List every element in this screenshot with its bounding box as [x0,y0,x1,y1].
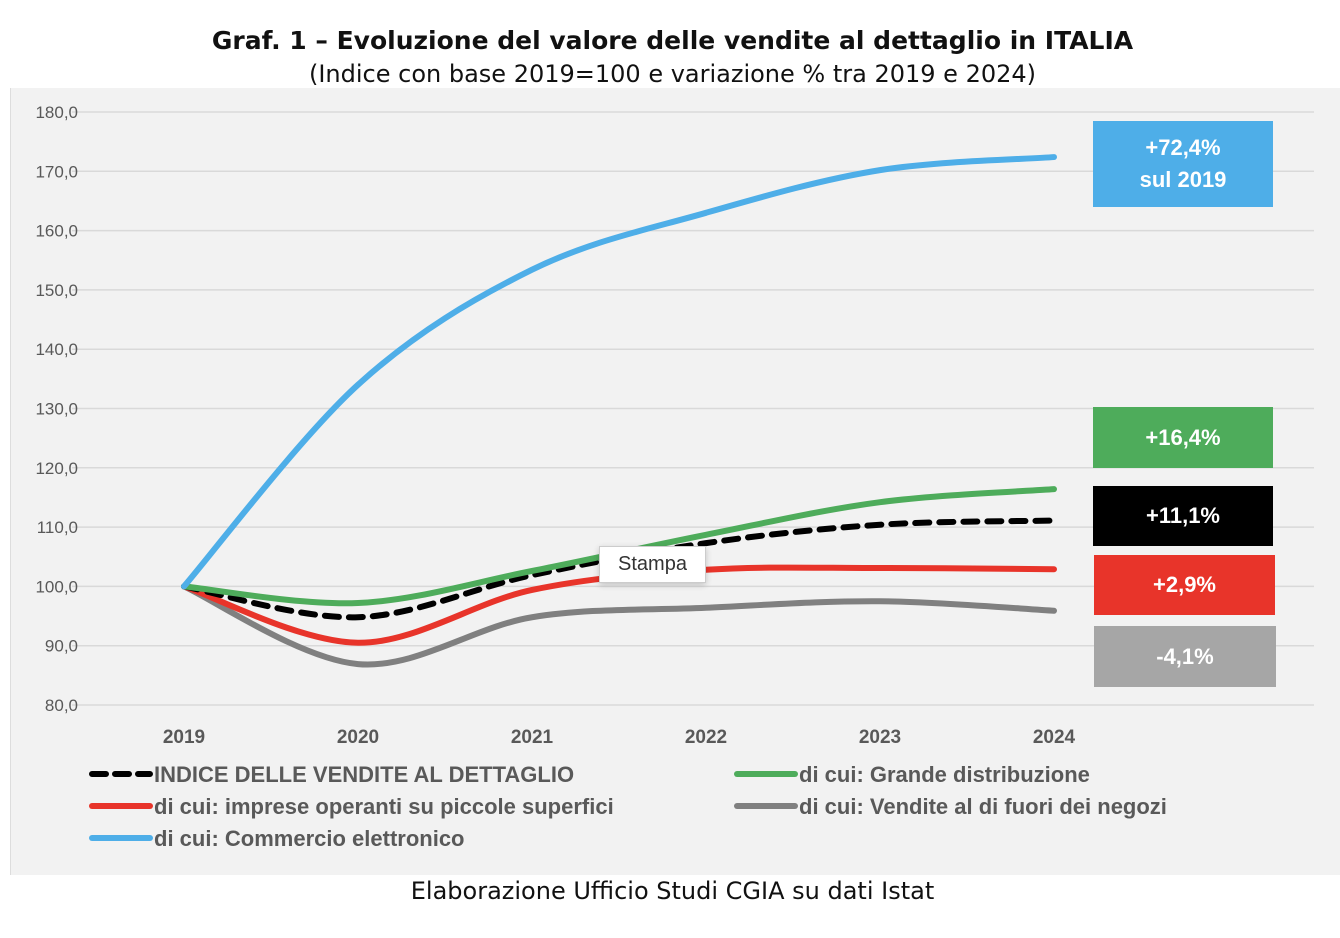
y-tick-label: 160,0 [35,222,78,241]
x-tick-label: 2022 [685,727,727,748]
annotation-text: +11,1% [1145,503,1220,528]
annotation-ecommerce: +72,4% sul 2019 [1093,121,1273,207]
y-tick-label: 120,0 [35,459,78,478]
legend-label: INDICE DELLE VENDITE AL DETTAGLIO [154,762,574,787]
x-tick-label: 2020 [337,727,379,748]
y-tick-label: 180,0 [35,103,78,122]
series-line [181,583,1057,668]
y-tick-label: 90,0 [45,637,78,656]
annotation-piccole-superfici: +2,9% [1094,555,1275,615]
y-tick-label: 140,0 [35,340,78,359]
annotation-fuori-negozi: -4,1% [1094,626,1276,687]
legend-label: di cui: Vendite al di fuori dei negozi [799,794,1167,819]
print-tooltip[interactable]: Stampa [599,546,706,583]
x-tick-label: 2023 [859,727,901,748]
chart-title: Graf. 1 – Evoluzione del valore delle ve… [211,26,1134,55]
y-tick-label: 130,0 [35,400,78,419]
annotation-text: +72,4% [1145,135,1221,160]
y-tick-label: 150,0 [35,281,78,300]
legend-label: di cui: Commercio elettronico [154,826,465,851]
annotation-grande-distribuzione: +16,4% [1093,407,1273,468]
source-note: Elaborazione Ufficio Studi CGIA su dati … [410,877,935,905]
series-line [181,154,1057,590]
y-tick-label: 100,0 [35,577,78,596]
chart-subtitle: (Indice con base 2019=100 e variazione %… [308,60,1037,88]
legend-label: di cui: Grande distribuzione [799,762,1090,787]
annotation-text: +16,4% [1145,424,1221,450]
y-tick-label: 110,0 [37,518,78,537]
legend-label: di cui: imprese operanti su piccole supe… [154,794,614,819]
annotation-indice: +11,1% [1093,486,1273,546]
annotation-text: -4,1% [1156,643,1214,669]
annotation-text: +2,9% [1153,572,1216,597]
annotation-text: sul 2019 [1139,167,1227,192]
x-tick-label: 2019 [163,727,205,748]
x-tick-label: 2024 [1033,727,1076,748]
y-tick-label: 80,0 [45,696,78,715]
y-tick-label: 170,0 [35,162,78,181]
x-tick-label: 2021 [511,727,554,748]
